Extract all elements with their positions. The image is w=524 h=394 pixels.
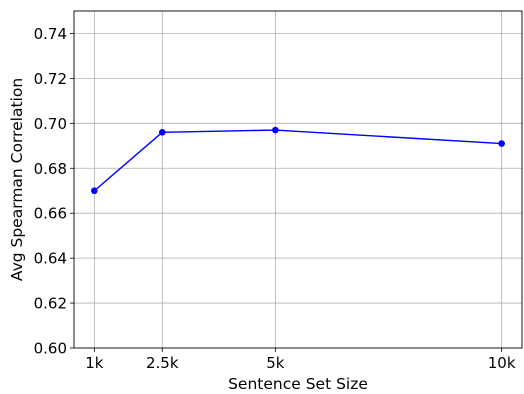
plot-frame (73, 10, 523, 349)
y-tick-label: 0.74 (34, 25, 67, 43)
y-tick-label: 0.72 (34, 70, 67, 88)
axis-ticks: 0.60 0.62 0.64 0.66 0.68 0.70 0.72 0.74 1k 2.5k 5k… (34, 25, 516, 372)
y-tick-label: 0.60 (34, 340, 67, 358)
y-axis-label: Avg Spearman Correlation (8, 78, 26, 281)
x-axis-label: Sentence Set Size (228, 375, 368, 393)
y-tick-label: 0.64 (34, 250, 67, 268)
y-tick-label: 0.68 (34, 160, 67, 178)
y-tick-label: 0.62 (34, 295, 67, 313)
x-tick-label: 1k (85, 354, 104, 372)
x-tick-label: 2.5k (146, 354, 179, 372)
data-point-1k (91, 187, 98, 195)
data-point-10k (498, 140, 505, 147)
y-tick-label: 0.70 (34, 115, 67, 133)
data-point-5k (272, 126, 279, 134)
y-tick-label: 0.66 (34, 205, 67, 223)
x-tick-label: 10k (488, 354, 516, 372)
series-line (93, 129, 502, 192)
x-tick-label: 5k (266, 354, 285, 372)
data-point-2.5k (158, 129, 166, 136)
series-layer (91, 126, 505, 195)
grid-lines (74, 11, 522, 348)
